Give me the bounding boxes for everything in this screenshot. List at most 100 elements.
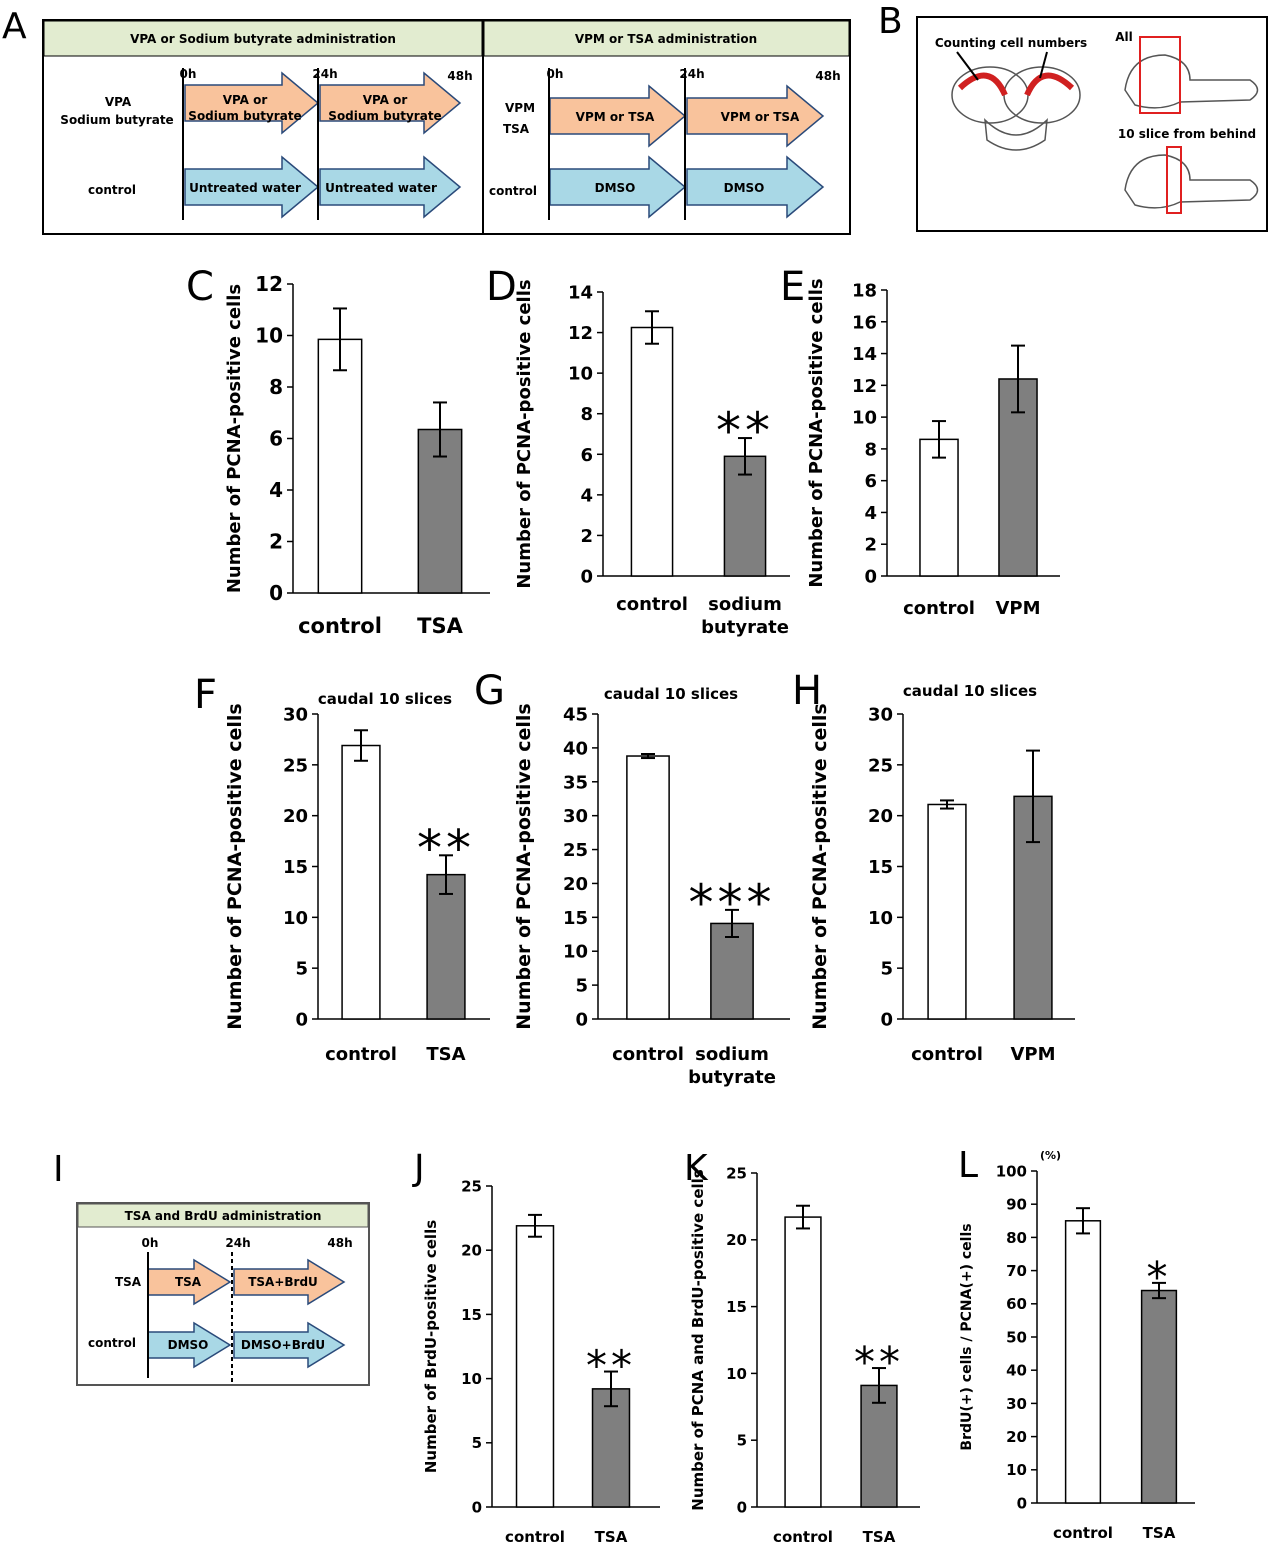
bar — [1064, 1220, 1102, 1504]
bar — [515, 1225, 555, 1508]
y-tick-label: 5 — [880, 959, 893, 980]
arrow — [147, 1321, 232, 1369]
y-tick-label: 5 — [737, 1432, 747, 1450]
x-tick-label: control — [911, 1044, 983, 1065]
bar — [927, 803, 967, 1020]
y-tick-label: 20 — [563, 874, 588, 895]
x-tick-label: sodium butyrate — [701, 594, 789, 638]
label: Counting cell numbers — [935, 36, 1087, 50]
error-bar — [528, 1213, 542, 1238]
y-tick-label: 0 — [1017, 1494, 1027, 1512]
row-label: control — [88, 1336, 136, 1350]
panel-letter: J — [412, 1148, 425, 1189]
error-bar — [1011, 344, 1025, 414]
y-tick-label: 6 — [269, 427, 283, 451]
time-label: 0h — [180, 67, 197, 81]
region-box — [1166, 146, 1182, 214]
y-tick-label: 8 — [580, 404, 593, 425]
schedule-box — [42, 19, 851, 235]
arrow-label: Untreated water — [325, 181, 437, 195]
x-tick-label: control — [903, 598, 975, 619]
pointer — [1039, 51, 1048, 79]
label: 10 slice from behind — [1118, 127, 1256, 141]
arrow-label: Sodium butyrate — [188, 109, 301, 123]
arrow — [319, 71, 462, 135]
bar — [784, 1216, 822, 1508]
y-tick-label: 12 — [568, 323, 593, 344]
y-tick-label: 15 — [868, 857, 893, 878]
time-label: 0h — [547, 67, 564, 81]
time-label: 48h — [327, 1236, 352, 1250]
panel-letter: C — [186, 264, 214, 310]
error-bar — [725, 908, 739, 938]
arrow-label: VPM or TSA — [576, 110, 655, 124]
panel-letter: D — [486, 264, 517, 310]
arrow-label: DMSO — [168, 1338, 209, 1352]
y-tick-label: 20 — [1006, 1428, 1027, 1446]
y-axis-label: BrdU(+) cells / PCNA(+) cells — [959, 1223, 975, 1450]
error-bar — [796, 1204, 810, 1230]
significance: ** — [716, 402, 774, 460]
significance: ** — [417, 819, 475, 877]
bar — [317, 338, 363, 594]
y-axis-label: Number of PCNA-positive cells — [809, 703, 831, 1029]
y-tick-label: 10 — [283, 908, 308, 929]
x-tick-label: sodium butyrate — [688, 1044, 776, 1088]
y-tick-label: 5 — [575, 976, 588, 997]
x-tick-label: control — [616, 594, 688, 615]
panel-letter: A — [2, 6, 27, 47]
label: All — [1115, 30, 1133, 44]
significance: * — [1147, 1252, 1172, 1301]
y-axis-label: Number of PCNA-positive cells — [224, 284, 245, 593]
header: VPM or TSA administration — [575, 32, 757, 46]
y-axis-label: Number of PCNA-positive cells — [224, 703, 246, 1029]
error-bar — [872, 1367, 886, 1404]
bar — [723, 455, 767, 577]
y-tick-label: 0 — [575, 1009, 588, 1030]
bar — [710, 922, 754, 1020]
error-bar — [645, 310, 659, 345]
y-tick-label: 0 — [737, 1498, 747, 1516]
y-tick-label: 30 — [868, 704, 893, 725]
unit-label: (%) — [1040, 1149, 1061, 1162]
y-tick-label: 20 — [868, 806, 893, 827]
error-bar — [354, 729, 368, 762]
arrow-label: TSA+BrdU — [248, 1275, 318, 1289]
panel-letter: E — [780, 264, 805, 310]
y-tick-label: 10 — [563, 942, 588, 963]
x-tick-label: TSA — [1142, 1524, 1176, 1542]
y-tick-label: 40 — [563, 738, 588, 759]
y-tick-label: 0 — [880, 1009, 893, 1030]
arrow-label: TSA — [175, 1275, 202, 1289]
arrow-label: VPA or — [363, 93, 408, 107]
x-tick-label: VPM — [995, 598, 1041, 619]
arrow — [686, 84, 825, 148]
chart-title: caudal 10 slices — [604, 685, 738, 703]
error-bar — [1152, 1281, 1166, 1300]
y-tick-label: 18 — [852, 280, 877, 301]
arrow-label: VPM or TSA — [721, 110, 800, 124]
y-tick-label: 16 — [852, 312, 877, 333]
y-tick-label: 10 — [255, 324, 283, 348]
y-tick-label: 4 — [269, 478, 283, 502]
y-tick-label: 30 — [283, 704, 308, 725]
row-label: TSA — [115, 1275, 142, 1289]
x-tick-label: control — [612, 1044, 684, 1065]
y-tick-label: 2 — [269, 530, 283, 554]
bar — [591, 1388, 631, 1508]
y-tick-label: 60 — [1006, 1295, 1027, 1313]
y-tick-label: 5 — [472, 1434, 482, 1452]
y-tick-label: 100 — [996, 1162, 1027, 1180]
header-band — [77, 1203, 369, 1228]
time-label: 0h — [142, 1236, 159, 1250]
y-tick-label: 12 — [255, 272, 283, 296]
y-tick-label: 6 — [864, 471, 877, 492]
arrow — [184, 71, 320, 135]
y-axis-label: Number of PCNA-positive cells — [513, 703, 535, 1029]
y-tick-label: 30 — [563, 806, 588, 827]
error-bar — [641, 752, 655, 760]
significance: ** — [586, 1341, 636, 1390]
arrows — [147, 1252, 346, 1382]
row-label: control — [88, 183, 136, 197]
